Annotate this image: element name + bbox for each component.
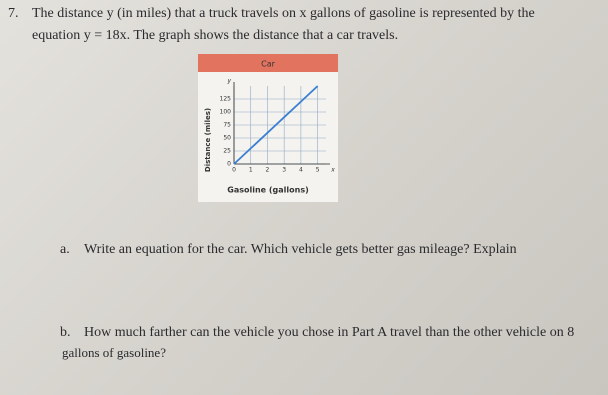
y-axis-label: Distance (miles) xyxy=(204,108,212,172)
x-axis-variable: x xyxy=(330,167,335,174)
y-tick-label: 0 xyxy=(227,161,231,168)
part-letter: a. xyxy=(60,242,70,257)
chart-header xyxy=(198,54,338,72)
x-axis-label: Gasoline (gallons) xyxy=(227,186,309,195)
question-line: equation y = 18x. The graph shows the di… xyxy=(32,28,399,43)
data-line xyxy=(233,85,319,165)
chart: Car Gasoline (gallons) Distance (miles) … xyxy=(198,54,338,202)
y-tick-label: 125 xyxy=(220,96,232,103)
part-letter: b. xyxy=(60,325,71,340)
x-tick-label: 3 xyxy=(282,167,286,174)
part-b-text: How much farther can the vehicle you cho… xyxy=(84,325,575,340)
part-a-text: Write an equation for the car. Which veh… xyxy=(84,242,517,257)
part-b-text: gallons of gasoline? xyxy=(62,345,166,360)
x-tick-label: 4 xyxy=(299,167,303,174)
x-tick-label: 0 xyxy=(232,167,236,174)
y-tick-label: 100 xyxy=(220,109,232,116)
chart-background xyxy=(198,54,338,202)
y-tick-label: 50 xyxy=(223,135,231,142)
x-tick-label: 5 xyxy=(316,167,320,174)
chart-title: Car xyxy=(261,60,275,69)
y-tick-label: 25 xyxy=(223,148,231,155)
x-tick-label: 2 xyxy=(266,167,270,174)
y-axis-variable: y xyxy=(226,78,231,85)
y-tick-label: 75 xyxy=(223,122,231,129)
question-number: 7. xyxy=(8,6,19,21)
x-tick-label: 1 xyxy=(249,167,253,174)
question-line: The distance y (in miles) that a truck t… xyxy=(32,6,535,21)
